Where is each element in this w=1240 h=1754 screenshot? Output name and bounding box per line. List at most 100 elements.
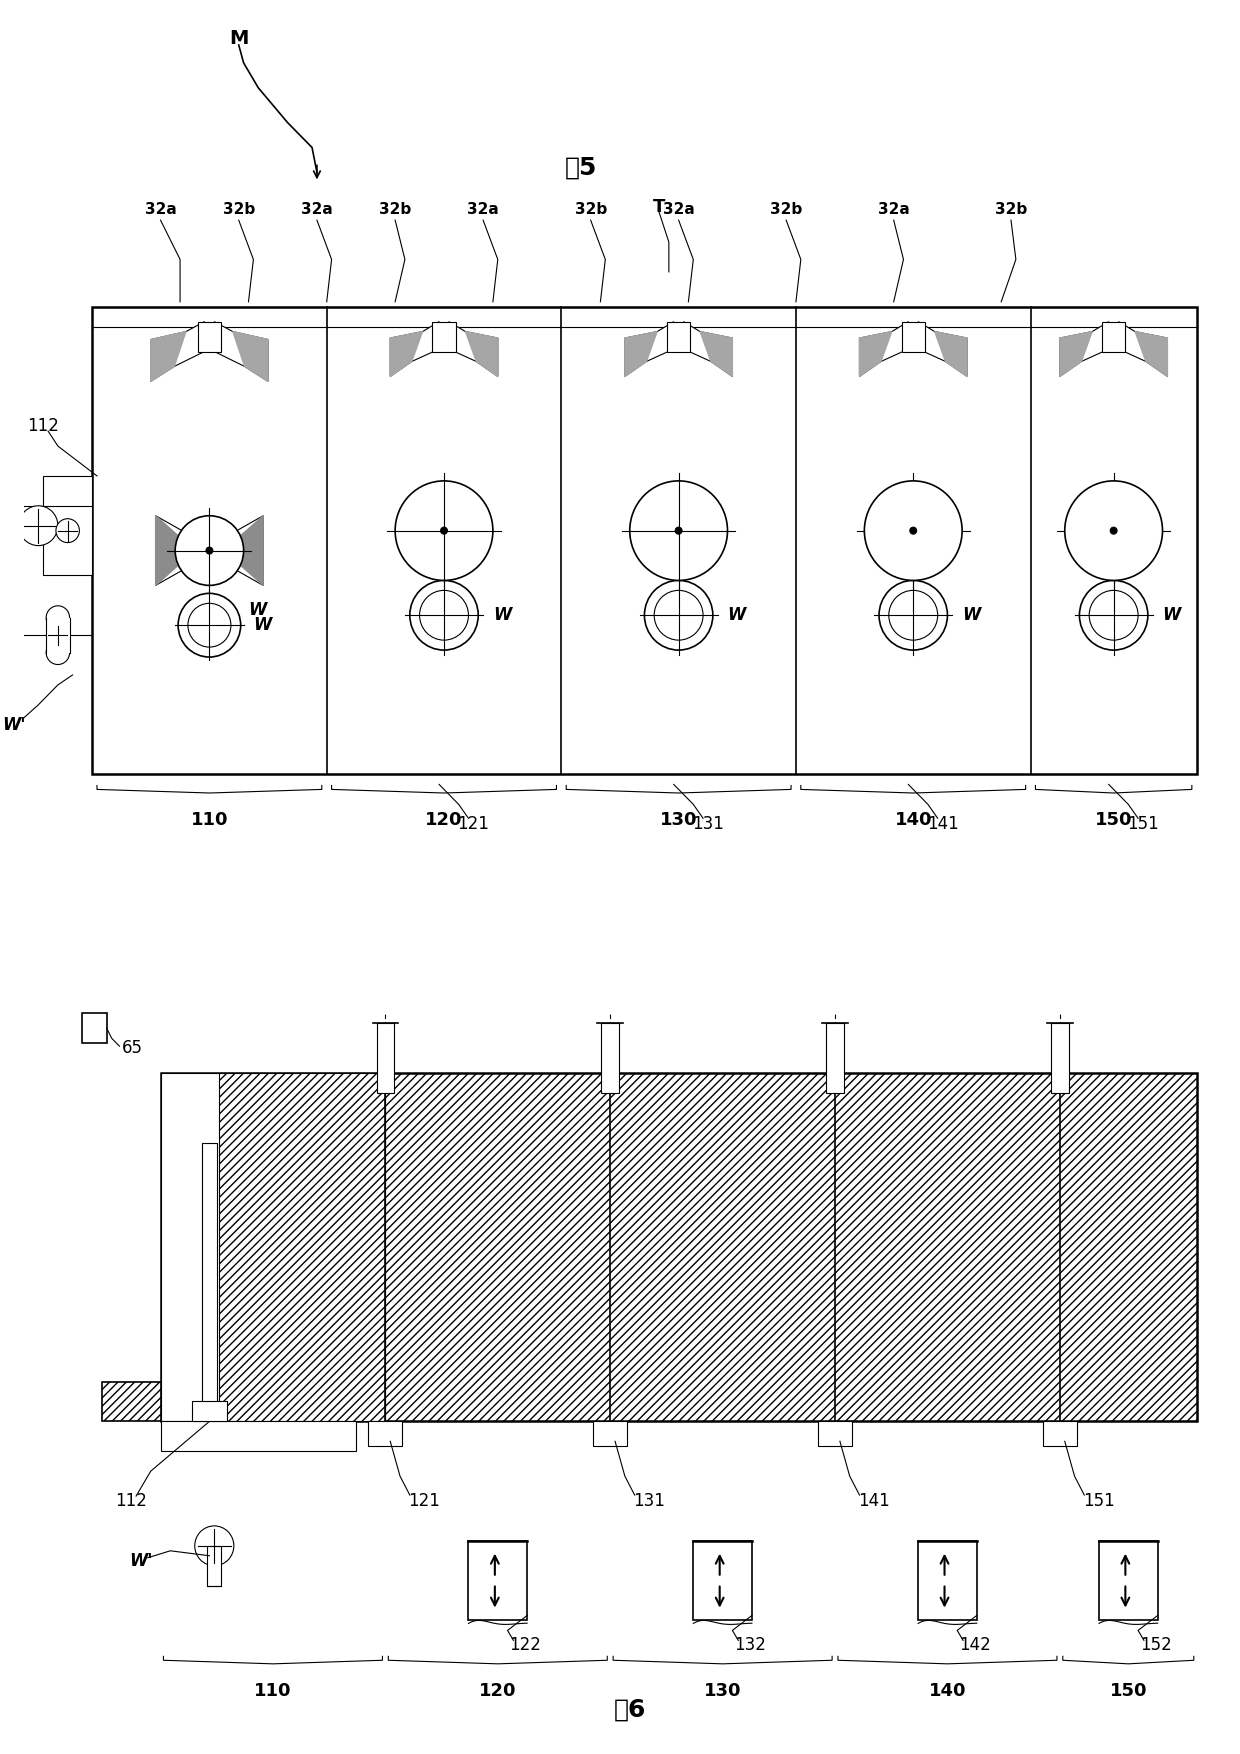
Text: 32b: 32b	[994, 202, 1027, 217]
Circle shape	[879, 581, 947, 651]
Bar	[901, 321, 925, 351]
Polygon shape	[160, 1421, 356, 1451]
Text: 151: 151	[1127, 816, 1159, 833]
Circle shape	[192, 533, 227, 568]
Text: 140: 140	[929, 1682, 966, 1700]
Polygon shape	[449, 321, 497, 377]
Circle shape	[46, 605, 69, 630]
Text: 32a: 32a	[878, 202, 910, 217]
Bar	[469, 1540, 527, 1621]
Text: 120: 120	[479, 1682, 517, 1700]
Circle shape	[206, 547, 213, 554]
Text: 152: 152	[1140, 1636, 1172, 1654]
Polygon shape	[1060, 321, 1109, 377]
Polygon shape	[859, 332, 892, 377]
Text: 120: 120	[425, 812, 463, 830]
Circle shape	[1089, 591, 1138, 640]
Text: 32a: 32a	[145, 202, 176, 217]
Bar	[377, 1023, 394, 1093]
Polygon shape	[151, 321, 205, 381]
Text: M: M	[229, 28, 248, 47]
Text: 141: 141	[858, 1493, 890, 1510]
Polygon shape	[683, 321, 733, 377]
Bar	[918, 1540, 977, 1621]
Text: 122: 122	[510, 1636, 541, 1654]
Circle shape	[889, 591, 937, 640]
Circle shape	[889, 505, 937, 556]
Polygon shape	[233, 332, 268, 381]
Text: 图6: 图6	[614, 1698, 646, 1722]
Bar	[1099, 1540, 1158, 1621]
Polygon shape	[935, 332, 967, 377]
Circle shape	[396, 481, 492, 581]
Polygon shape	[625, 321, 673, 377]
Circle shape	[179, 593, 241, 658]
Polygon shape	[391, 332, 423, 377]
Bar	[202, 1144, 217, 1412]
Circle shape	[645, 581, 713, 651]
Circle shape	[877, 493, 950, 568]
Text: 32b: 32b	[770, 202, 802, 217]
Bar	[1052, 1023, 1069, 1093]
Circle shape	[175, 516, 243, 586]
Circle shape	[409, 581, 479, 651]
Polygon shape	[151, 332, 186, 381]
Bar	[826, 1023, 844, 1093]
Text: W: W	[1163, 607, 1180, 624]
Circle shape	[1065, 481, 1163, 581]
Polygon shape	[465, 332, 497, 377]
Polygon shape	[1060, 332, 1092, 377]
Circle shape	[19, 505, 58, 545]
Text: 131: 131	[634, 1493, 665, 1510]
Bar	[160, 1073, 1197, 1421]
Text: 150: 150	[1095, 812, 1132, 830]
Bar	[818, 1421, 852, 1447]
Text: 121: 121	[408, 1493, 440, 1510]
Text: 65: 65	[122, 1038, 143, 1058]
Circle shape	[46, 640, 69, 665]
Bar	[160, 1073, 386, 1421]
Text: 110: 110	[191, 812, 228, 830]
Circle shape	[910, 528, 916, 535]
Text: 32a: 32a	[301, 202, 332, 217]
Text: 110: 110	[254, 1682, 291, 1700]
Polygon shape	[701, 332, 733, 377]
Text: 32a: 32a	[662, 202, 694, 217]
Circle shape	[1078, 493, 1151, 568]
Bar	[219, 1073, 386, 1421]
Bar	[46, 617, 69, 652]
Text: 151: 151	[1083, 1493, 1115, 1510]
Text: 图5: 图5	[564, 156, 596, 179]
Circle shape	[1110, 528, 1117, 535]
Text: 32b: 32b	[574, 202, 606, 217]
Bar	[667, 321, 691, 351]
Circle shape	[662, 514, 694, 547]
Circle shape	[655, 591, 703, 640]
Circle shape	[1080, 581, 1148, 651]
Text: W': W'	[2, 716, 26, 733]
Polygon shape	[625, 332, 657, 377]
Text: 141: 141	[926, 816, 959, 833]
Text: W: W	[728, 607, 746, 624]
Bar	[102, 1382, 160, 1421]
Text: W: W	[962, 607, 981, 624]
Text: 121: 121	[458, 816, 490, 833]
Text: 32b: 32b	[223, 202, 255, 217]
Circle shape	[630, 481, 728, 581]
Text: 140: 140	[894, 812, 932, 830]
Text: T: T	[653, 198, 666, 216]
Polygon shape	[1118, 321, 1167, 377]
Bar	[92, 307, 1197, 775]
Circle shape	[188, 603, 231, 647]
Polygon shape	[156, 516, 195, 586]
Bar	[207, 1545, 221, 1586]
Bar	[197, 321, 221, 351]
Polygon shape	[391, 321, 439, 377]
Text: 130: 130	[660, 812, 697, 830]
Text: 150: 150	[1110, 1682, 1147, 1700]
Text: 112: 112	[27, 417, 60, 435]
Circle shape	[195, 1526, 234, 1566]
Circle shape	[864, 481, 962, 581]
Text: 132: 132	[734, 1636, 766, 1654]
Text: W: W	[248, 602, 267, 619]
